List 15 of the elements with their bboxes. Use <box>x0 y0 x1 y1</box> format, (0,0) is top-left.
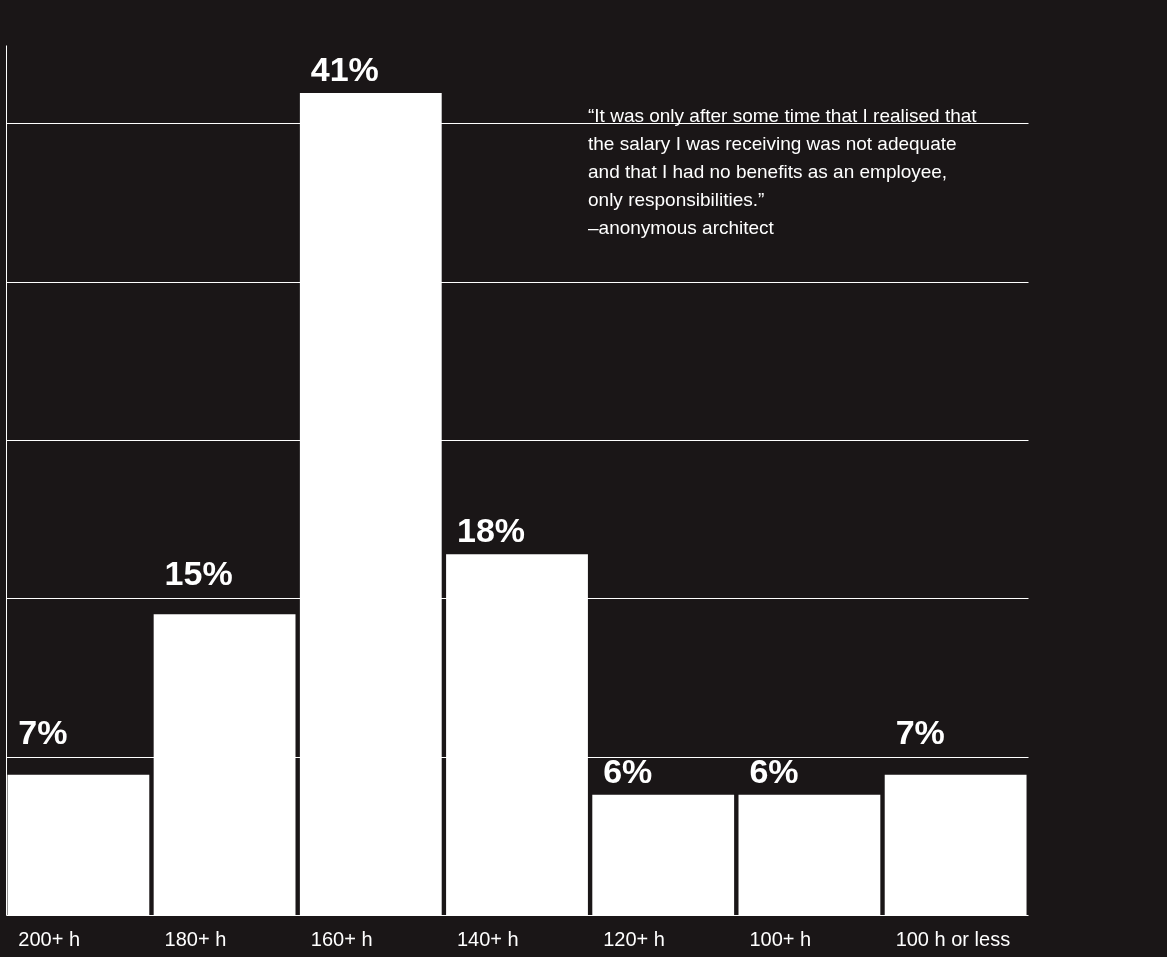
data-label: 7% <box>18 712 68 751</box>
x-tick-label: 100 h or less <box>895 927 1011 950</box>
data-label: 7% <box>895 712 945 751</box>
x-tick-label: 100+ h <box>749 927 812 950</box>
data-label: 6% <box>749 751 799 790</box>
data-label: 6% <box>603 751 653 790</box>
annotation: “It was only after some time that I realised that the salary I was receiving was not adequate and that I had no benefits as an employee, only responsibilities.” –anonymous architect <box>588 105 978 238</box>
x-tick-label: 180+ h <box>164 927 227 950</box>
x-tick-label: 160+ h <box>310 927 373 950</box>
x-tick-label: 140+ h <box>457 927 519 950</box>
x-tick-label: 200+ h <box>18 927 81 950</box>
data-label: 18% <box>457 511 526 550</box>
data-label: 41% <box>310 50 379 89</box>
data-label: 15% <box>164 554 233 593</box>
x-tick-label: 120+ h <box>603 927 665 950</box>
